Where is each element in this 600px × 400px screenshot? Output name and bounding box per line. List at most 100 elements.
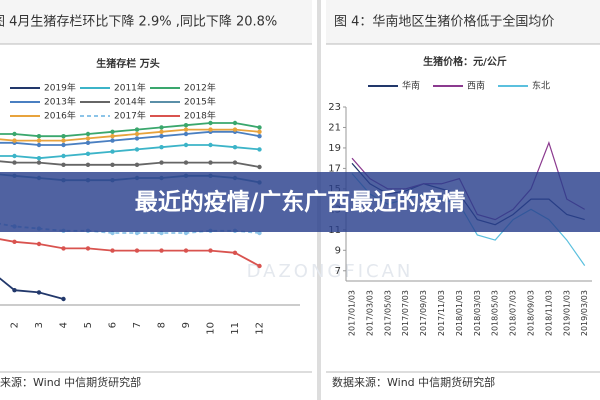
series-line	[0, 122, 260, 138]
chart-subtitle: 生猪价格：元/公斤	[423, 55, 507, 68]
x-tick-label: 2017/07/03	[401, 290, 410, 336]
series-line	[0, 128, 260, 142]
series-marker	[159, 125, 164, 130]
series-marker	[208, 142, 213, 148]
x-tick-label: 2018/01/03	[455, 290, 464, 336]
source: 数据来源：Wind 中信期货研究部	[332, 375, 495, 389]
series-marker	[110, 248, 115, 253]
series-marker	[257, 164, 262, 170]
chart-title: 图 4月生猪存栏环比下降 2.9% ,同比下降 20.8%	[0, 15, 277, 30]
legend-label: 2011年	[114, 82, 146, 94]
series-marker	[134, 136, 140, 141]
series-marker	[208, 248, 213, 253]
series-marker	[134, 147, 140, 152]
series-marker	[232, 160, 238, 165]
x-tick-label: 2017/03/03	[365, 290, 374, 336]
series-marker	[110, 162, 115, 167]
series-marker	[110, 129, 115, 134]
source: 资料来源：Wind 中信期货研究部	[0, 375, 141, 389]
x-tick-label: 8	[157, 322, 168, 328]
series-marker	[12, 153, 17, 159]
series-marker	[183, 160, 189, 165]
series-marker	[36, 290, 42, 295]
series-marker	[61, 153, 66, 159]
legend-label: 华南	[402, 80, 420, 92]
series-line	[0, 160, 260, 168]
series-marker	[110, 134, 115, 139]
y-tick-label: 19	[328, 143, 341, 154]
series-marker	[159, 145, 164, 150]
series-marker	[232, 250, 238, 255]
x-tick-label: 2019/03/03	[580, 290, 589, 336]
series-marker	[36, 160, 42, 165]
x-tick-label: 2017/01/03	[348, 290, 357, 336]
x-tick-label: 2018/05/03	[491, 290, 500, 336]
series-marker	[232, 127, 238, 132]
series-marker	[110, 149, 115, 154]
series-marker	[257, 147, 262, 152]
legend-label: 2018年	[184, 110, 216, 122]
y-tick-label: 17	[328, 163, 341, 174]
series-marker	[110, 138, 115, 143]
series-marker	[257, 125, 262, 130]
x-tick-label: 2018/07/03	[509, 290, 518, 336]
x-tick-label: 11	[230, 322, 241, 335]
banner	[0, 172, 600, 232]
series-line	[0, 144, 260, 160]
series-marker	[36, 138, 42, 143]
series-marker	[257, 129, 262, 134]
series-marker	[232, 120, 238, 126]
x-tick-label: 12	[255, 322, 266, 335]
series-marker	[159, 129, 164, 134]
y-tick-label: 21	[328, 122, 341, 133]
series-marker	[159, 248, 164, 253]
x-tick-label: 2018/11/03	[544, 290, 553, 336]
series-marker	[12, 138, 17, 143]
series-marker	[208, 120, 213, 126]
title-bar	[326, 0, 600, 44]
chart-title: 图 4：华南地区生猪价格低于全国均价	[334, 14, 554, 30]
x-tick-label: 5	[83, 322, 94, 328]
legend-label: 2019年	[44, 82, 76, 94]
legend-label: 2017年	[114, 110, 146, 122]
x-tick-label: 2018/03/03	[473, 290, 482, 336]
series-marker	[61, 134, 66, 139]
x-tick-label: 2017/09/03	[419, 290, 428, 336]
banner-title: 最近的疫情/广东广西最近的疫情	[135, 189, 465, 216]
series-marker	[85, 136, 91, 141]
watermark: DAZONGFICAN	[247, 261, 414, 282]
chart-subtitle: 生猪存栏 万头	[96, 57, 159, 70]
series-marker	[61, 142, 66, 148]
series-marker	[85, 151, 91, 156]
series-marker	[12, 160, 17, 165]
legend-label: 2015年	[184, 96, 216, 108]
series-marker	[183, 127, 189, 132]
series-marker	[183, 131, 189, 137]
series-marker	[183, 142, 189, 148]
y-tick-label: 9	[335, 245, 341, 256]
x-tick-label: 4	[59, 322, 70, 328]
series-marker	[61, 246, 66, 251]
x-tick-label: 6	[108, 322, 119, 328]
y-tick-label: 23	[328, 102, 341, 113]
series-marker	[36, 142, 42, 148]
x-tick-label: 2017/05/03	[383, 290, 392, 336]
legend-label: 东北	[532, 80, 550, 92]
series-marker	[183, 248, 189, 253]
series-marker	[85, 131, 91, 137]
series-line	[0, 238, 260, 267]
series-marker	[232, 145, 238, 150]
legend-label: 2014年	[114, 96, 146, 108]
series-marker	[257, 263, 262, 269]
series-marker	[61, 138, 66, 143]
series-marker	[134, 131, 140, 137]
legend-label: 2013年	[44, 96, 76, 108]
x-tick-label: 3	[34, 322, 45, 328]
series-marker	[134, 127, 140, 132]
series-marker	[12, 131, 17, 137]
series-marker	[159, 134, 164, 139]
x-tick-label: 2018/09/03	[527, 290, 536, 336]
series-marker	[134, 162, 140, 167]
series-marker	[61, 296, 66, 302]
series-line	[0, 130, 260, 146]
